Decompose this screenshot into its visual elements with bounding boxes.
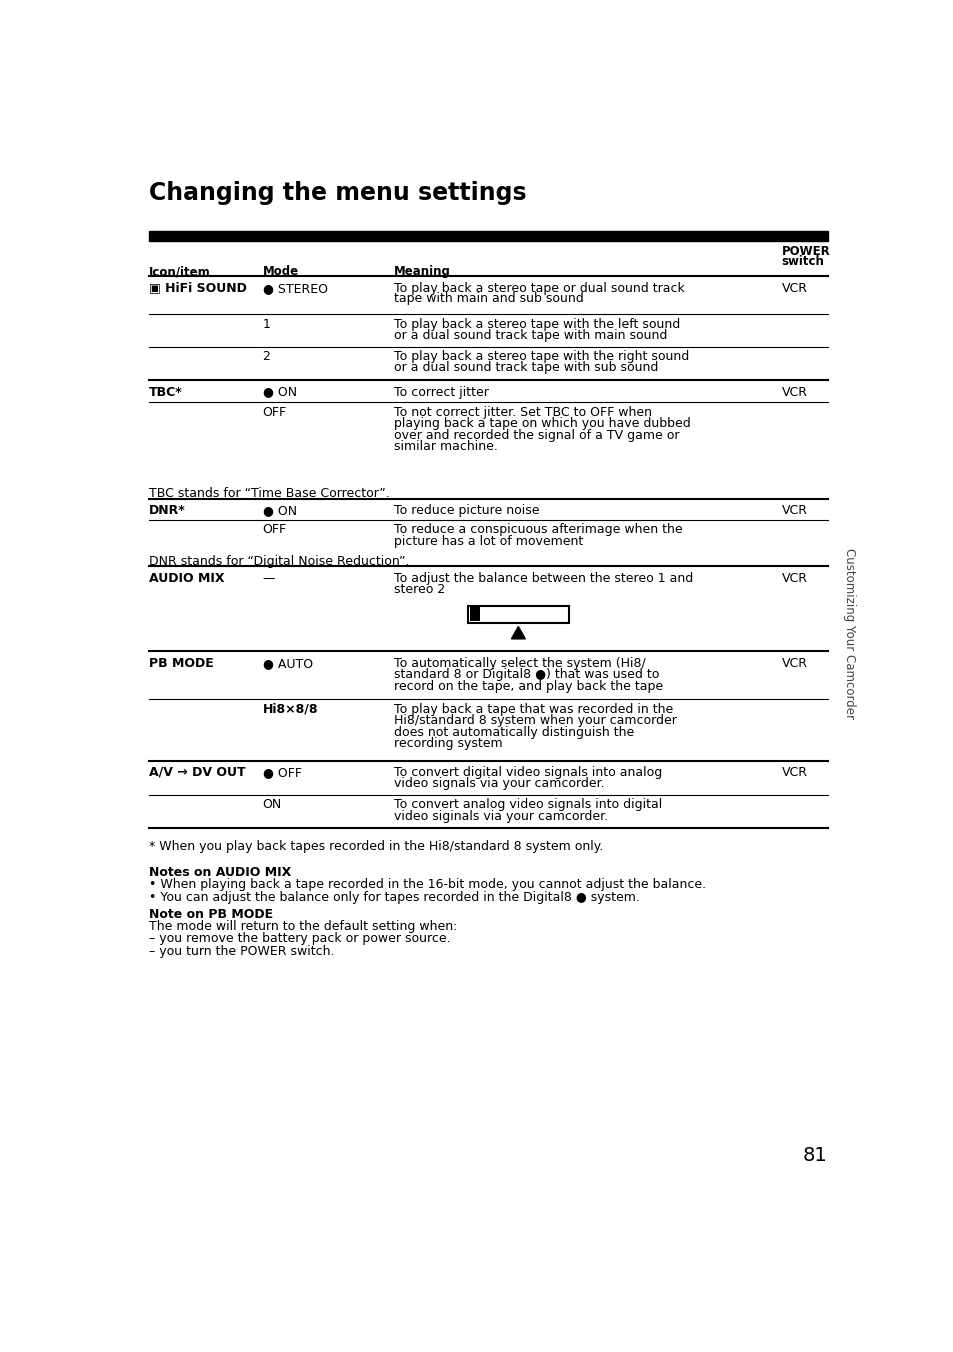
Text: VCR: VCR — [781, 657, 807, 669]
Bar — [149, 231, 827, 241]
Text: VCR: VCR — [781, 767, 807, 779]
Text: 2: 2 — [262, 350, 271, 364]
Text: A/V → DV OUT: A/V → DV OUT — [149, 767, 245, 779]
Text: – you turn the POWER switch.: – you turn the POWER switch. — [149, 945, 334, 957]
Text: TBC stands for “Time Base Corrector”.: TBC stands for “Time Base Corrector”. — [149, 487, 389, 500]
Text: picture has a lot of movement: picture has a lot of movement — [394, 535, 583, 548]
Text: —: — — [262, 572, 274, 585]
Text: 81: 81 — [802, 1145, 827, 1165]
Text: DNR stands for “Digital Noise Reduction”.: DNR stands for “Digital Noise Reduction”… — [149, 554, 409, 568]
Text: To reduce picture noise: To reduce picture noise — [394, 504, 539, 516]
Bar — [469, 607, 480, 621]
Text: similar machine.: similar machine. — [394, 441, 497, 453]
Text: VCR: VCR — [781, 504, 807, 516]
Text: • When playing back a tape recorded in the 16-bit mode, you cannot adjust the ba: • When playing back a tape recorded in t… — [149, 879, 705, 891]
Text: ● OFF: ● OFF — [262, 767, 301, 779]
Text: DNR*: DNR* — [149, 504, 185, 516]
Text: To play back a stereo tape with the left sound: To play back a stereo tape with the left… — [394, 318, 679, 331]
Text: recording system: recording system — [394, 737, 502, 750]
Text: – you remove the battery pack or power source.: – you remove the battery pack or power s… — [149, 933, 450, 945]
Text: record on the tape, and play back the tape: record on the tape, and play back the ta… — [394, 680, 662, 692]
Text: standard 8 or Digital8 ●) that was used to: standard 8 or Digital8 ●) that was used … — [394, 668, 659, 681]
Text: Note on PB MODE: Note on PB MODE — [149, 907, 273, 921]
Text: Meaning: Meaning — [394, 265, 451, 279]
Text: • You can adjust the balance only for tapes recorded in the Digital8 ● system.: • You can adjust the balance only for ta… — [149, 891, 639, 903]
Polygon shape — [511, 626, 525, 639]
Text: playing back a tape on which you have dubbed: playing back a tape on which you have du… — [394, 418, 690, 430]
Text: or a dual sound track tape with main sound: or a dual sound track tape with main sou… — [394, 329, 667, 342]
Text: Customizing Your Camcorder: Customizing Your Camcorder — [841, 548, 855, 719]
Text: VCR: VCR — [781, 281, 807, 295]
Text: OFF: OFF — [262, 406, 287, 419]
Text: To correct jitter: To correct jitter — [394, 385, 489, 399]
Text: or a dual sound track tape with sub sound: or a dual sound track tape with sub soun… — [394, 361, 659, 375]
Text: To play back a stereo tape with the right sound: To play back a stereo tape with the righ… — [394, 350, 689, 364]
Text: OFF: OFF — [262, 523, 287, 537]
Text: AUDIO MIX: AUDIO MIX — [149, 572, 224, 585]
Text: To reduce a conspicuous afterimage when the: To reduce a conspicuous afterimage when … — [394, 523, 682, 537]
Text: To convert digital video signals into analog: To convert digital video signals into an… — [394, 767, 662, 779]
Text: To automatically select the system (Hi8/: To automatically select the system (Hi8/ — [394, 657, 645, 669]
Text: video siginals via your camcorder.: video siginals via your camcorder. — [394, 810, 608, 823]
Text: ● STEREO: ● STEREO — [262, 281, 327, 295]
Text: ● AUTO: ● AUTO — [262, 657, 313, 669]
Bar — [468, 606, 568, 623]
Text: To play back a stereo tape or dual sound track: To play back a stereo tape or dual sound… — [394, 281, 684, 295]
Text: To play back a tape that was recorded in the: To play back a tape that was recorded in… — [394, 703, 673, 715]
Text: tape with main and sub sound: tape with main and sub sound — [394, 292, 583, 306]
Text: does not automatically distinguish the: does not automatically distinguish the — [394, 726, 634, 740]
Text: * When you play back tapes recorded in the Hi8/standard 8 system only.: * When you play back tapes recorded in t… — [149, 840, 602, 853]
Text: To adjust the balance between the stereo 1 and: To adjust the balance between the stereo… — [394, 572, 693, 585]
Text: stereo 2: stereo 2 — [394, 584, 445, 596]
Text: Icon/item: Icon/item — [149, 265, 211, 279]
Text: VCR: VCR — [781, 572, 807, 585]
Text: PB MODE: PB MODE — [149, 657, 213, 669]
Text: ▣ HiFi SOUND: ▣ HiFi SOUND — [149, 281, 246, 295]
Text: 1: 1 — [262, 318, 271, 331]
Text: Changing the menu settings: Changing the menu settings — [149, 181, 526, 204]
Text: Hi8/standard 8 system when your camcorder: Hi8/standard 8 system when your camcorde… — [394, 714, 677, 727]
Text: over and recorded the signal of a TV game or: over and recorded the signal of a TV gam… — [394, 429, 679, 442]
Text: Hi8×8/8: Hi8×8/8 — [262, 703, 317, 715]
Text: ON: ON — [262, 798, 281, 811]
Text: Mode: Mode — [262, 265, 298, 279]
Text: ● ON: ● ON — [262, 504, 296, 516]
Text: To convert analog video signals into digital: To convert analog video signals into dig… — [394, 798, 662, 811]
Text: ● ON: ● ON — [262, 385, 296, 399]
Text: TBC*: TBC* — [149, 385, 182, 399]
Text: VCR: VCR — [781, 385, 807, 399]
Text: POWER: POWER — [781, 246, 830, 258]
Text: Notes on AUDIO MIX: Notes on AUDIO MIX — [149, 867, 291, 879]
Text: The mode will return to the default setting when:: The mode will return to the default sett… — [149, 919, 456, 933]
Text: To not correct jitter. Set TBC to OFF when: To not correct jitter. Set TBC to OFF wh… — [394, 406, 652, 419]
Text: switch: switch — [781, 256, 824, 269]
Text: video signals via your camcorder.: video signals via your camcorder. — [394, 777, 604, 791]
